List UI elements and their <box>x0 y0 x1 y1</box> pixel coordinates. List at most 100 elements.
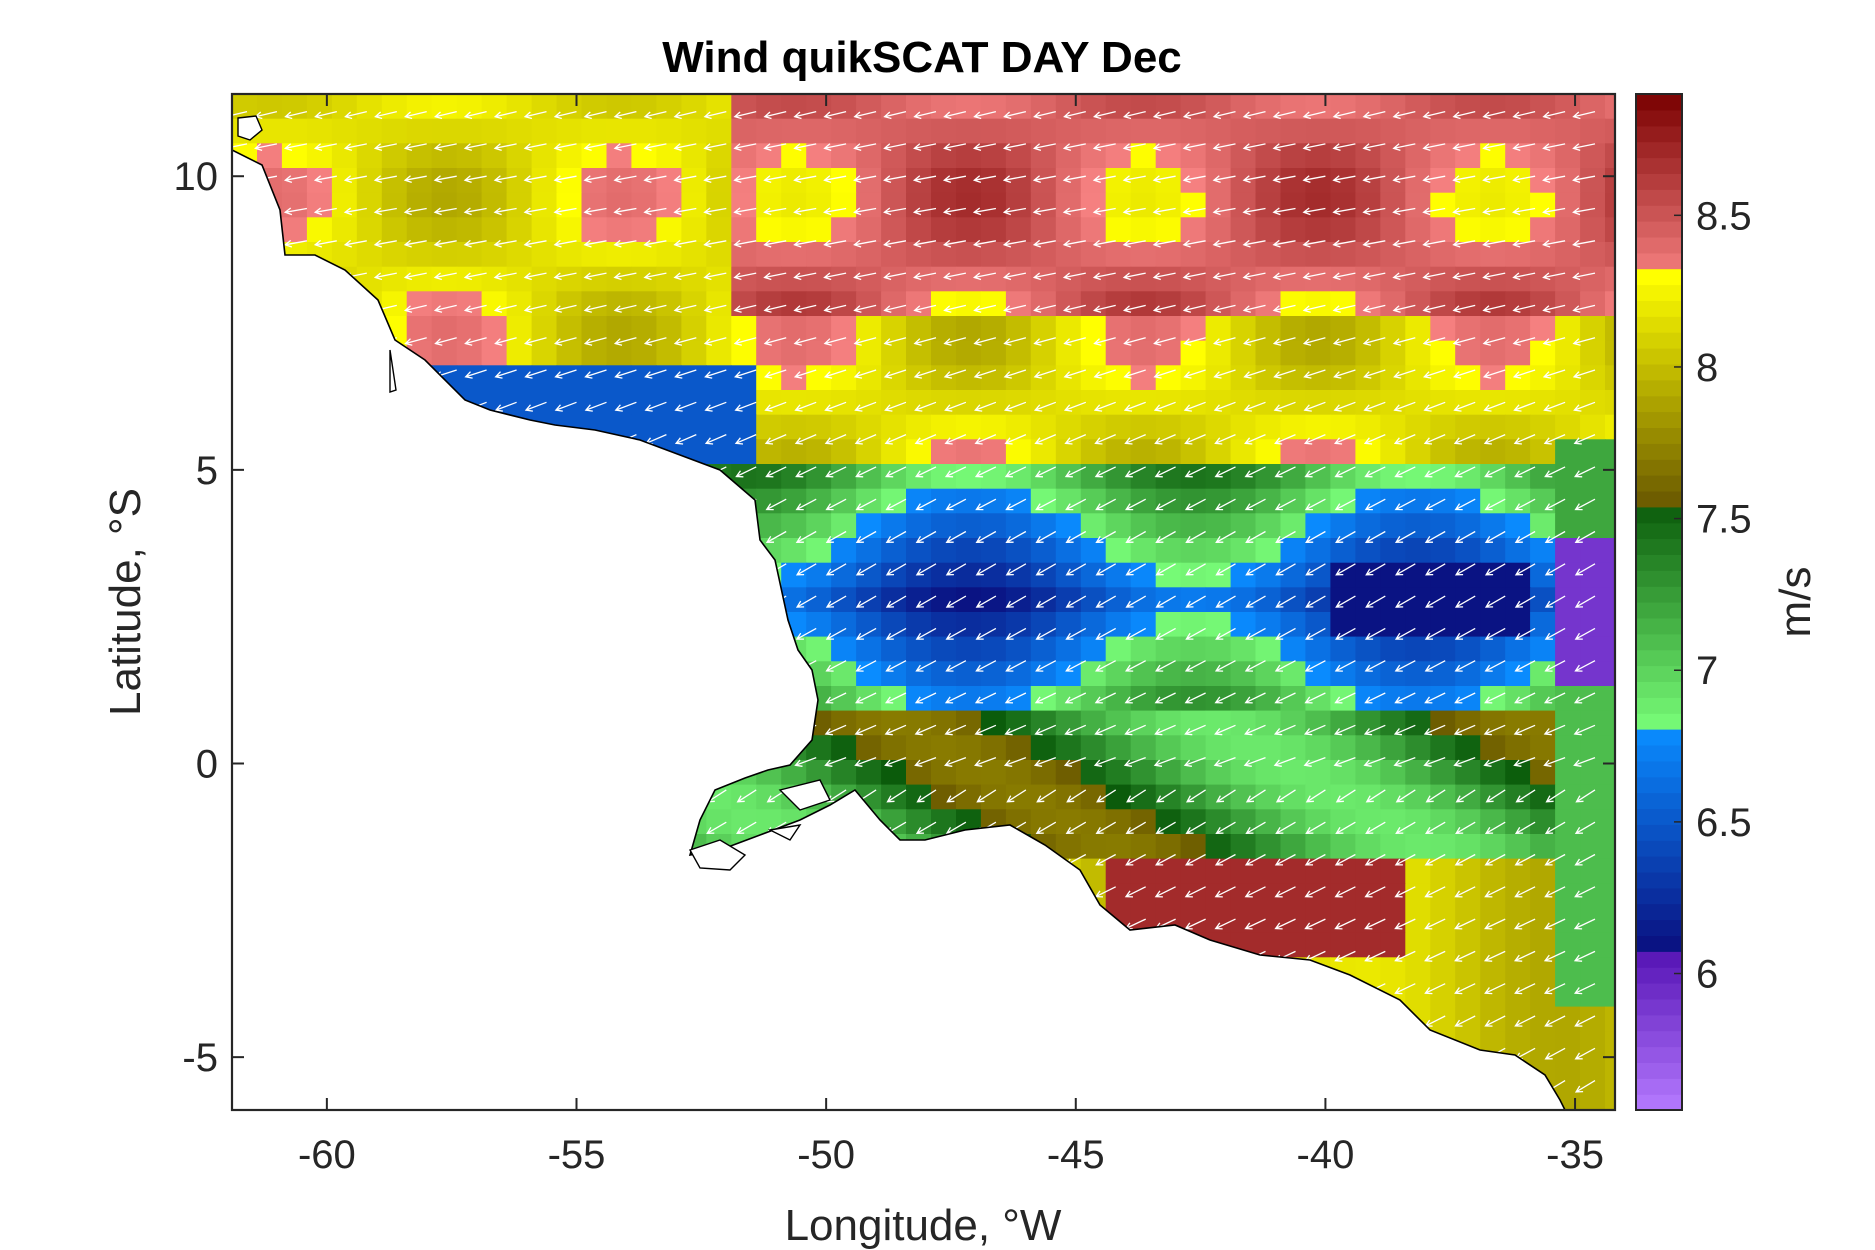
wind-arrow <box>1332 239 1356 248</box>
field-cell <box>906 414 932 440</box>
wind-arrow <box>1244 498 1266 511</box>
field-cell <box>1480 513 1506 539</box>
wind-arrow <box>1005 595 1027 608</box>
field-cell <box>931 143 957 169</box>
wind-arrow <box>673 337 697 346</box>
colorbar-swatch <box>1636 919 1682 936</box>
field-cell <box>756 414 782 440</box>
field-cell <box>1580 636 1606 662</box>
field-cell <box>1530 760 1556 786</box>
field-cell <box>1180 858 1207 884</box>
field-cell <box>706 118 732 144</box>
wind-arrow <box>1063 337 1086 346</box>
field-cell <box>1480 439 1506 465</box>
field-cell <box>531 94 558 120</box>
wind-arrow <box>1212 272 1236 281</box>
wind-arrow <box>1002 239 1027 248</box>
field-cell <box>1455 908 1481 934</box>
wind-arrow <box>404 337 427 346</box>
field-cell <box>1580 1105 1606 1110</box>
wind-arrow <box>1515 789 1536 803</box>
wind-arrow <box>1455 789 1476 803</box>
wind-arrow <box>643 337 667 346</box>
field-cell <box>606 217 633 243</box>
field-cell <box>1330 587 1356 613</box>
field-cell <box>1030 587 1057 613</box>
wind-arrow <box>913 337 937 346</box>
field-cell <box>881 710 907 736</box>
field-cell <box>1605 587 1615 613</box>
field-cell <box>1480 710 1506 736</box>
wind-arrow <box>1155 789 1176 803</box>
field-cell <box>1180 612 1207 638</box>
wind-arrow <box>1454 692 1476 704</box>
wind-arrow <box>643 304 667 313</box>
wind-arrow <box>1544 466 1566 478</box>
wind-arrow <box>1392 175 1416 184</box>
field-cell <box>1230 661 1257 687</box>
field-cell <box>1080 686 1107 712</box>
field-cell <box>1230 439 1257 465</box>
wind-arrow <box>975 595 997 608</box>
field-cell <box>1530 217 1556 243</box>
wind-arrow <box>1065 595 1087 608</box>
wind-arrow <box>943 369 967 379</box>
field-cell <box>1355 488 1381 514</box>
wind-arrow <box>883 304 907 313</box>
field-cell <box>906 636 932 662</box>
wind-arrow <box>1364 886 1386 898</box>
wind-arrow <box>885 660 907 672</box>
wind-arrow <box>823 110 847 120</box>
wind-arrow <box>1335 627 1356 640</box>
field-cell <box>1080 365 1107 391</box>
field-cell <box>1155 760 1182 786</box>
colorbar-tick-label: 6.5 <box>1696 801 1752 845</box>
field-cell <box>1555 168 1581 194</box>
field-cell <box>1530 661 1556 687</box>
wind-arrow <box>763 175 787 184</box>
wind-arrow <box>1245 627 1266 640</box>
field-cell <box>1380 192 1406 218</box>
field-cell <box>1330 932 1356 958</box>
field-cell <box>1555 636 1581 662</box>
wind-arrow <box>945 563 967 576</box>
field-cell <box>1530 587 1556 613</box>
wind-arrow <box>1364 692 1386 704</box>
wind-arrow <box>1183 401 1206 412</box>
field-cell <box>806 316 832 342</box>
field-cell <box>1030 735 1057 761</box>
field-cell <box>956 365 982 391</box>
field-cell <box>881 192 907 218</box>
field-cell <box>1530 686 1556 712</box>
field-cell <box>731 242 757 268</box>
wind-arrow <box>1572 175 1596 184</box>
field-cell <box>1305 168 1331 194</box>
wind-arrow <box>913 369 937 379</box>
field-cell <box>1555 316 1581 342</box>
field-cell <box>1530 414 1556 440</box>
field-cell <box>556 118 583 144</box>
field-cell <box>631 143 657 169</box>
field-cell <box>381 266 408 292</box>
field-cell <box>556 390 583 416</box>
colorbar-swatch <box>1636 824 1682 841</box>
wind-arrow <box>1003 369 1027 379</box>
field-cell <box>831 192 857 218</box>
field-cell <box>1105 316 1132 342</box>
field-cell <box>956 735 982 761</box>
field-cell <box>956 118 982 144</box>
field-cell <box>1605 143 1615 169</box>
field-cell <box>1380 784 1406 810</box>
field-cell <box>1230 242 1257 268</box>
field-cell <box>1005 390 1032 416</box>
wind-arrow <box>1215 595 1236 608</box>
field-cell <box>1030 94 1057 120</box>
colorbar-swatch <box>1636 903 1682 921</box>
wind-arrow <box>1484 466 1506 478</box>
wind-arrow <box>1122 110 1146 120</box>
field-cell <box>1430 1006 1456 1032</box>
wind-arrow <box>1332 304 1356 313</box>
field-cell <box>831 316 857 342</box>
wind-arrow <box>794 434 817 445</box>
colorbar-swatch <box>1636 332 1682 349</box>
